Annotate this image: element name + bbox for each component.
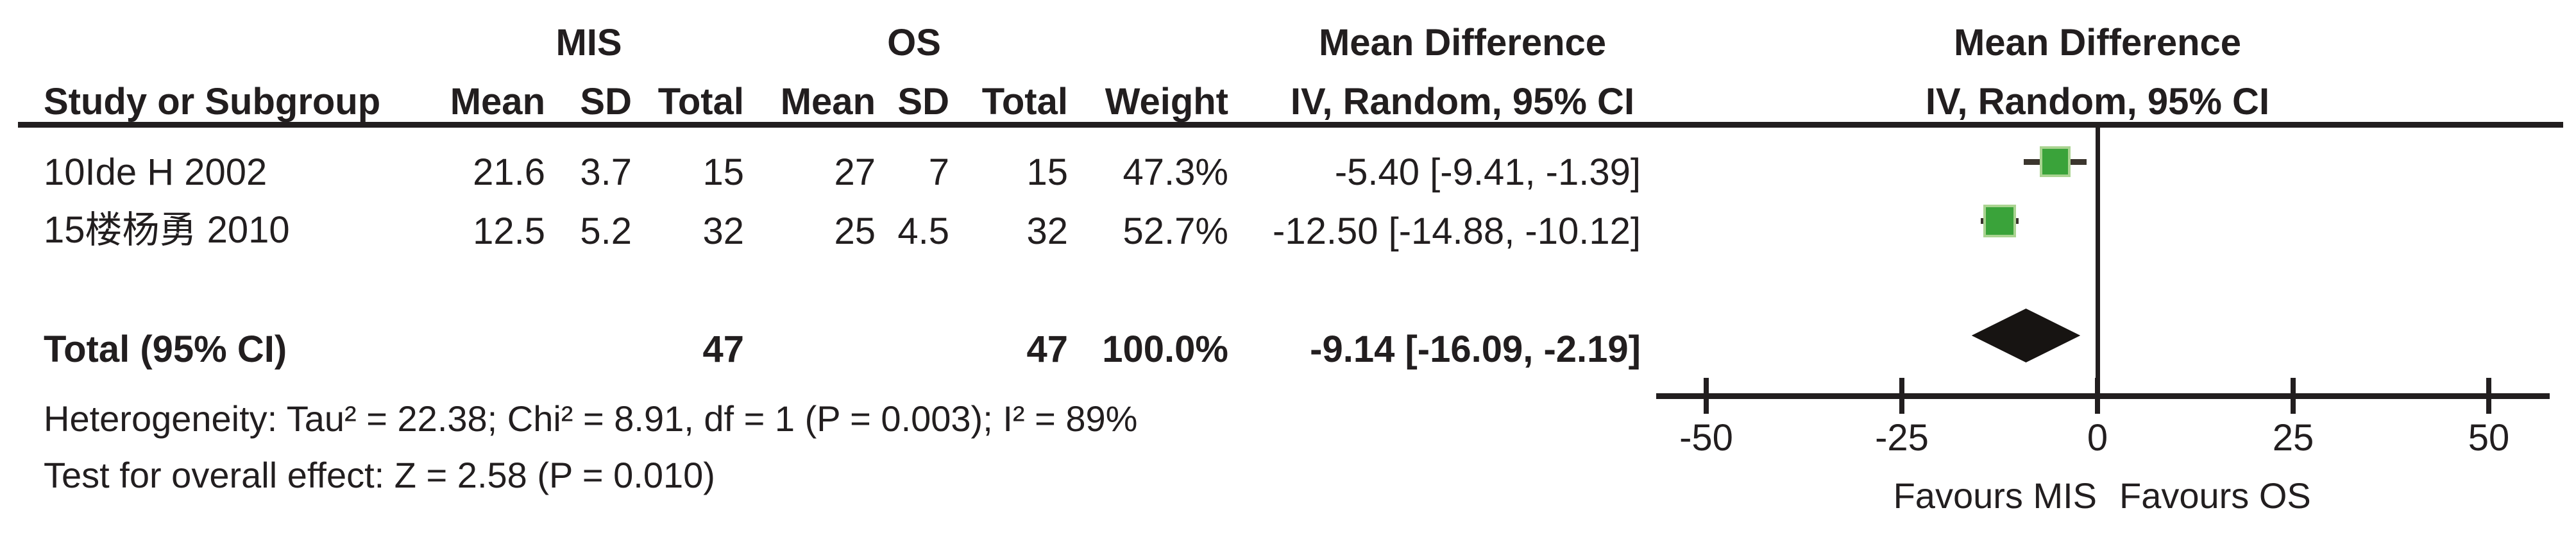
- effect-header-left: Mean Difference: [1318, 22, 1607, 64]
- study-label: 15楼杨勇 2010: [44, 209, 290, 251]
- mis-mean: 21.6: [473, 151, 545, 193]
- x-axis: [1656, 393, 2550, 399]
- weight-value: 52.7%: [1123, 210, 1228, 252]
- study-square: [1983, 204, 2016, 237]
- os-mean: 27: [834, 151, 876, 193]
- favours-right-label: Favours OS: [2119, 475, 2311, 516]
- study-label: 10Ide H 2002: [44, 151, 267, 193]
- axis-tick: [1704, 378, 1709, 414]
- axis-tick-label: -50: [1679, 417, 1733, 459]
- col-header-total-os: Total: [981, 81, 1068, 123]
- axis-tick: [2291, 378, 2296, 414]
- col-header-ci-right: IV, Random, 95% CI: [1925, 81, 2270, 123]
- axis-tick-label: 0: [2087, 417, 2108, 459]
- col-header-study: Study or Subgroup: [44, 81, 381, 123]
- overall-effect-text: Test for overall effect: Z = 2.58 (P = 0…: [44, 455, 715, 495]
- mis-mean: 12.5: [473, 210, 545, 252]
- col-header-mean-os: Mean: [780, 81, 876, 123]
- favours-left-label: Favours MIS: [1893, 475, 2097, 516]
- axis-tick-label: 25: [2272, 417, 2314, 459]
- study-square: [2040, 146, 2071, 177]
- effect-header-right: Mean Difference: [1953, 22, 2242, 64]
- axis-tick: [2095, 378, 2100, 414]
- header-rule: [18, 122, 2563, 128]
- total-weight: 100.0%: [1102, 328, 1228, 370]
- total-diamond: [1971, 309, 2081, 362]
- group-header-os: OS: [887, 22, 941, 64]
- axis-tick: [1899, 378, 1904, 414]
- mis-total: 15: [702, 151, 744, 193]
- col-header-total-mis: Total: [657, 81, 744, 123]
- col-header-sd-os: SD: [897, 81, 949, 123]
- axis-tick-label: 50: [2468, 417, 2510, 459]
- col-header-mean-mis: Mean: [450, 81, 545, 123]
- os-total: 32: [1026, 210, 1068, 252]
- total-mis-total: 47: [702, 328, 744, 370]
- total-label: Total (95% CI): [44, 328, 287, 370]
- os-sd: 7: [928, 151, 949, 193]
- mis-total: 32: [702, 210, 744, 252]
- mis-sd: 5.2: [580, 210, 632, 252]
- total-os-total: 47: [1026, 328, 1068, 370]
- col-header-weight: Weight: [1105, 81, 1228, 123]
- ci-text: -12.50 [-14.88, -10.12]: [1273, 210, 1641, 252]
- weight-value: 47.3%: [1123, 151, 1228, 193]
- ci-text: -5.40 [-9.41, -1.39]: [1334, 151, 1641, 193]
- col-header-sd-mis: SD: [580, 81, 632, 123]
- total-ci-text: -9.14 [-16.09, -2.19]: [1310, 328, 1641, 370]
- axis-tick: [2486, 378, 2491, 414]
- group-header-mis: MIS: [555, 22, 622, 64]
- os-mean: 25: [834, 210, 876, 252]
- os-sd: 4.5: [897, 210, 949, 252]
- heterogeneity-text: Heterogeneity: Tau² = 22.38; Chi² = 8.91…: [44, 398, 1138, 439]
- zero-line: [2096, 128, 2100, 393]
- mis-sd: 3.7: [580, 151, 632, 193]
- axis-tick-label: -25: [1875, 417, 1929, 459]
- os-total: 15: [1026, 151, 1068, 193]
- col-header-ci-left: IV, Random, 95% CI: [1290, 81, 1635, 123]
